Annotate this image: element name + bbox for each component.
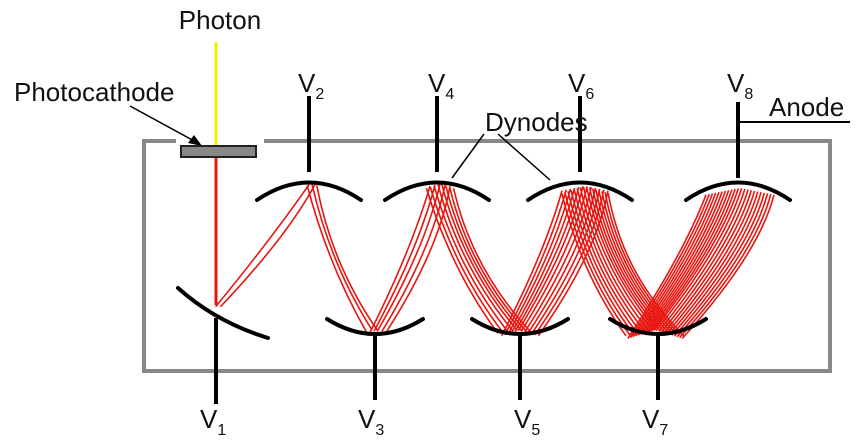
anode-label: Anode: [769, 92, 844, 122]
trajectory-stage-6: [601, 191, 677, 335]
trajectory-stage-7: [637, 191, 720, 336]
trajectory-stage-1: [219, 184, 316, 308]
trajectory-stage-4: [437, 184, 514, 331]
trajectory-stage-7: [676, 193, 769, 338]
trajectory-stage-7: [671, 191, 762, 336]
voltage-label-2: V2: [298, 68, 324, 103]
trajectory-stage-5: [527, 187, 597, 334]
trajectory-stage-4: [429, 186, 504, 333]
photocathode-callout: [129, 105, 202, 146]
dynode-8: [684, 180, 792, 202]
trajectory-stage-7: [629, 193, 710, 339]
trajectory-stage-7: [642, 190, 727, 335]
voltage-label-3: V3: [358, 404, 384, 439]
trajectory-stage-4: [433, 185, 509, 332]
dynodes-label: Dynodes: [485, 107, 588, 137]
dynode-2: [255, 180, 363, 202]
trajectory-stage-1: [214, 184, 310, 308]
trajectory-stage-5: [534, 189, 605, 336]
trajectory-stage-7: [660, 189, 749, 333]
trajectory-stage-5: [517, 186, 584, 331]
trajectory-stage-4: [445, 185, 523, 332]
photon-label: Photon: [179, 5, 261, 35]
dynodes-callout: [451, 133, 551, 181]
photocathode-plate: [180, 145, 257, 158]
trajectory-stage-4: [441, 184, 519, 332]
electron-trajectories: [214, 183, 775, 340]
trajectory-stage-2: [306, 185, 367, 332]
envelope-gap: [176, 137, 264, 145]
voltage-label-5: V5: [514, 404, 540, 439]
dynode-1: [176, 286, 270, 340]
trajectory-stage-7: [673, 192, 766, 337]
trajectory-stage-7: [650, 188, 736, 332]
trajectory-stage-7: [679, 193, 772, 339]
trajectory-stage-2: [311, 183, 373, 331]
voltage-label-8: V8: [727, 68, 753, 103]
trajectory-stage-6: [570, 190, 639, 334]
trajectory-stage-6: [564, 192, 631, 336]
trajectory-stage-7: [653, 188, 740, 331]
trajectory-stage-6: [567, 191, 635, 335]
trajectory-stage-4: [425, 188, 499, 334]
trajectory-stage-5: [504, 189, 567, 336]
trajectory-stage-7: [634, 192, 717, 337]
voltage-label-1: V1: [200, 404, 226, 439]
dynode-6: [526, 180, 634, 202]
voltage-label-7: V7: [642, 404, 668, 439]
trajectory-stage-6: [576, 188, 646, 333]
trajectory-stage-7: [681, 194, 775, 340]
trajectory-stage-7: [658, 188, 746, 332]
tube-envelope: [142, 139, 832, 373]
trajectory-stage-7: [647, 189, 733, 333]
voltage-label-4: V4: [428, 68, 454, 103]
trajectory-stage-7: [645, 190, 730, 334]
dynode-electrodes: [176, 96, 792, 404]
voltage-label-6: V6: [568, 68, 594, 103]
trajectory-stage-7: [640, 191, 723, 335]
dynode-4: [383, 180, 491, 202]
trajectory-stage-5: [507, 188, 572, 335]
photocathode-label: Photocathode: [14, 77, 174, 107]
trajectory-stage-6: [582, 186, 654, 331]
trajectory-stage-2: [316, 185, 379, 332]
trajectory-stage-3: [381, 184, 446, 332]
trajectory-stage-7: [666, 190, 756, 335]
trajectory-stage-6: [573, 189, 643, 334]
trajectory-stage-6: [579, 187, 650, 332]
trajectory-stage-7: [632, 193, 714, 338]
trajectory-stage-5: [500, 190, 563, 337]
trajectory-stage-7: [627, 194, 707, 339]
trajectory-stage-4: [448, 186, 528, 333]
trajectory-stage-3: [369, 185, 431, 333]
trajectory-stage-7: [663, 190, 753, 334]
trajectory-stage-7: [655, 188, 743, 331]
trajectory-stage-7: [668, 191, 759, 335]
trajectory-stage-3: [377, 183, 441, 331]
